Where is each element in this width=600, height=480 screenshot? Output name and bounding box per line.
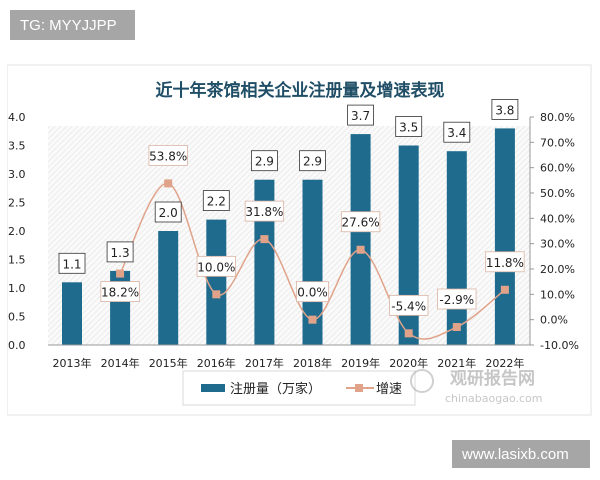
right-tick-label: 70.0%	[540, 136, 575, 149]
bar	[302, 179, 323, 345]
svg-text:10.0%: 10.0%	[197, 260, 235, 274]
growth-marker	[308, 315, 317, 324]
bar-data-label: 2.9	[299, 150, 326, 172]
bar-data-label: 1.3	[106, 241, 134, 263]
x-tick-label: 2014年	[101, 356, 140, 370]
x-tick-label: 2021年	[437, 356, 476, 370]
left-tick-label: 2.5	[8, 197, 26, 210]
x-tick-label: 2018年	[293, 356, 332, 370]
legend-bar-label: 注册量（万家）	[230, 381, 321, 397]
watermark-brand: 观研报告网	[449, 368, 535, 389]
svg-text:-2.9%: -2.9%	[439, 293, 474, 307]
right-tick-label: 0.0%	[540, 314, 568, 327]
growth-marker	[356, 245, 365, 254]
right-tick-label: 20.0%	[540, 263, 575, 276]
right-tick-label: 60.0%	[540, 162, 575, 175]
left-tick-label: 2.0	[8, 225, 26, 238]
bar-data-label: 1.1	[58, 252, 86, 274]
watermark: 观研报告网 chinabaogao.com	[410, 368, 543, 405]
bar-data-label: 2.2	[202, 190, 230, 212]
svg-text:27.6%: 27.6%	[342, 216, 380, 230]
right-tick-label: 40.0%	[540, 212, 575, 225]
bar	[446, 151, 467, 345]
growth-marker	[404, 329, 413, 338]
legend: 注册量（万家） 增速	[182, 370, 416, 406]
left-tick-label: 4.0	[8, 111, 26, 124]
svg-text:31.8%: 31.8%	[245, 205, 283, 219]
x-tick-label: 2017年	[245, 356, 284, 370]
right-tick-label: -10.0%	[540, 339, 579, 352]
growth-marker	[500, 285, 509, 294]
left-tick-label: 0.0	[8, 339, 26, 352]
watermark-domain: chinabaogao.com	[445, 392, 543, 405]
bottom-right-badge: www.lasixb.com	[452, 440, 590, 468]
svg-text:3.4: 3.4	[447, 126, 466, 140]
bar	[62, 282, 82, 345]
right-tick-label: 80.0%	[540, 111, 575, 124]
legend-line-label: 增速	[376, 382, 402, 397]
left-tick-label: 0.5	[8, 311, 26, 324]
bar-data-label: 3.8	[491, 99, 519, 120]
legend-bar-swatch	[201, 384, 225, 392]
growth-marker	[164, 179, 173, 188]
bar-data-label: 2.0	[154, 201, 182, 223]
bar-data-label: 2.9	[250, 150, 278, 172]
svg-text:2.9: 2.9	[255, 155, 274, 169]
growth-data-label: 0.0%	[296, 281, 329, 303]
growth-line	[119, 182, 506, 340]
svg-text:1.1: 1.1	[62, 257, 81, 271]
growth-data-label: 31.8%	[244, 200, 285, 222]
svg-text:18.2%: 18.2%	[101, 286, 139, 300]
x-tick-label: 2022年	[485, 356, 524, 370]
bar	[158, 231, 179, 345]
svg-text:-5.4%: -5.4%	[391, 299, 426, 313]
x-tick-label: 2020年	[389, 356, 428, 370]
left-tick-label: 1.5	[8, 254, 26, 267]
bar-data-label: 3.5	[395, 116, 423, 137]
growth-data-label: -2.9%	[437, 288, 477, 310]
bar-data-label: 3.7	[347, 104, 375, 126]
svg-text:3.8: 3.8	[495, 103, 514, 117]
right-tick-label: 10.0%	[540, 288, 575, 301]
svg-text:3.7: 3.7	[351, 109, 370, 123]
left-tick-label: 1.0	[8, 282, 26, 295]
bar-data-label: 3.4	[443, 121, 471, 143]
svg-text:0.0%: 0.0%	[297, 286, 328, 300]
x-tick-label: 2013年	[53, 356, 92, 370]
growth-marker	[452, 323, 461, 332]
bar	[206, 219, 227, 345]
bar	[494, 128, 515, 345]
bar	[350, 134, 371, 345]
top-left-badge: TG: MYYJJPP	[10, 10, 135, 40]
chart-title: 近十年茶馆相关企业注册量及增速表现	[156, 80, 445, 101]
right-tick-label: 30.0%	[540, 238, 575, 251]
growth-data-label: 27.6%	[340, 211, 381, 233]
svg-text:2.0: 2.0	[159, 206, 178, 220]
watermark-logo-icon	[410, 369, 434, 393]
x-tick-label: 2015年	[149, 356, 188, 370]
x-tick-label: 2019年	[341, 356, 380, 370]
svg-text:1.3: 1.3	[111, 246, 130, 260]
growth-marker	[260, 235, 269, 244]
growth-data-label: -5.4%	[389, 294, 429, 316]
legend-line-marker	[355, 384, 363, 392]
growth-marker	[116, 269, 125, 278]
growth-data-label: 11.8%	[485, 251, 525, 273]
growth-data-label: 10.0%	[196, 255, 236, 277]
growth-data-label: 53.8%	[148, 144, 188, 166]
svg-text:53.8%: 53.8%	[149, 149, 187, 163]
growth-data-label: 18.2%	[100, 281, 140, 302]
svg-text:2.2: 2.2	[207, 195, 226, 209]
left-tick-label: 3.5	[8, 140, 26, 153]
left-tick-label: 3.0	[8, 168, 26, 181]
svg-text:3.5: 3.5	[399, 121, 418, 135]
growth-marker	[212, 290, 221, 299]
x-tick-label: 2016年	[197, 356, 236, 370]
right-tick-label: 50.0%	[540, 187, 575, 200]
svg-text:11.8%: 11.8%	[486, 256, 524, 270]
svg-text:2.9: 2.9	[303, 155, 322, 169]
